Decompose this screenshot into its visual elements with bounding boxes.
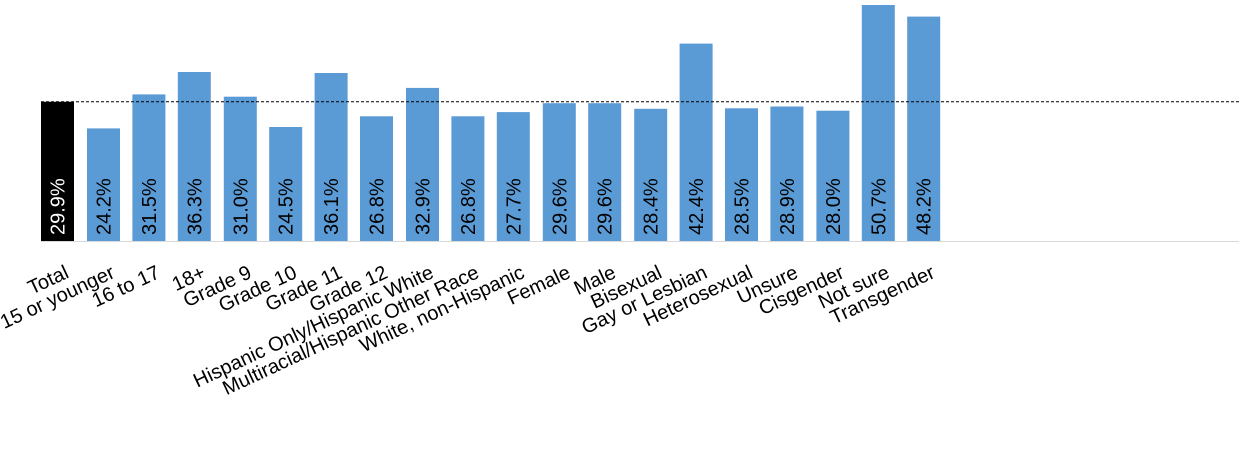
bar-grade-10 [269,127,303,241]
bar-16-to-17 [132,94,166,242]
bar-unsure [770,106,804,241]
value-label-female: 29.6% [549,178,571,235]
bar-multiracial-hispanic-other-race [451,116,485,241]
value-label-15-or-younger: 24.2% [94,178,116,235]
value-label-18: 36.3% [184,178,206,235]
bar-bisexual [634,108,668,241]
value-label-bisexual: 28.4% [641,178,663,235]
value-label-multiracial-hispanic-other-race: 26.8% [458,178,480,235]
bar-cisgender [816,110,850,241]
bar-male [588,103,622,241]
bar-female [542,103,576,241]
value-label-unsure: 28.9% [777,178,799,235]
bar-hispanic-only-hispanic-white [406,87,439,242]
bar-gay-or-lesbian [679,43,713,241]
value-label-transgender: 48.2% [914,178,936,235]
bar-total [41,101,74,241]
bar-grade-11 [314,73,348,241]
value-label-grade-11: 36.1% [321,178,343,235]
bar-grade-9 [223,96,257,241]
bar-not-sure [861,5,895,241]
bar-heterosexual [725,108,758,241]
reference-line-layer [41,101,1239,242]
bar-15-or-younger [87,128,120,241]
value-label-hispanic-only-hispanic-white: 32.9% [413,178,435,235]
bar-white-non-hispanic [496,112,530,241]
value-label-male: 29.6% [595,178,617,235]
value-label-cisgender: 28.0% [823,178,845,235]
value-label-grade-9: 31.0% [230,178,252,235]
value-label-heterosexual: 28.5% [732,178,754,235]
value-label-grade-12: 26.8% [367,178,389,235]
value-label-total: 29.9% [48,178,70,235]
value-label-gay-or-lesbian: 42.4% [686,178,708,235]
value-label-not-sure: 50.7% [868,178,890,235]
value-label-16-to-17: 31.5% [139,178,161,235]
bar-transgender [907,16,941,241]
bar-18 [177,72,211,241]
bars-layer: 29.9% 24.2% 31.5% 36.3% 31.0% 24.5% 36.1% 26.8%… [41,5,941,242]
value-label-white-non-hispanic: 27.7% [503,178,525,235]
value-label-grade-10: 24.5% [276,178,298,235]
bar-grade-12 [360,116,393,241]
